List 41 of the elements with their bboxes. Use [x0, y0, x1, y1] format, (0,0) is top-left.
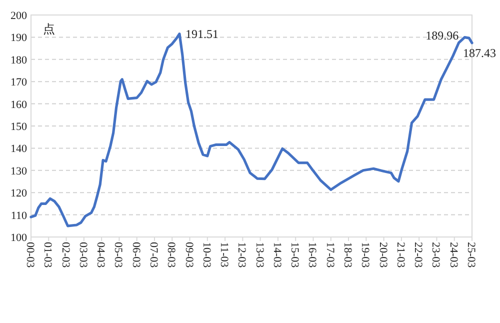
x-tick-label: 23-03: [430, 242, 442, 268]
y-tick-label: 170: [10, 76, 28, 89]
y-tick-label: 190: [10, 32, 28, 44]
y-tick-label: 140: [10, 143, 28, 156]
x-tick-label: 21-03: [394, 242, 406, 268]
x-tick-label: 00-03: [24, 242, 36, 268]
x-tick-label: 22-03: [412, 242, 424, 268]
y-tick-label: 120: [10, 188, 28, 200]
y-tick-label: 130: [10, 165, 28, 178]
x-tick-label: 19-03: [359, 242, 372, 268]
x-tick-label: 07-03: [147, 242, 160, 268]
y-tick-label: 180: [10, 54, 28, 66]
annotation: 191.51: [185, 26, 218, 41]
x-tick-label: 18-03: [342, 242, 354, 268]
annotation: 187.43: [463, 46, 496, 60]
x-tick-label: 14-03: [270, 242, 283, 268]
y-tick-label: 100: [10, 232, 28, 244]
x-tick-label: 01-03: [42, 242, 54, 268]
x-tick-label: 06-03: [130, 242, 142, 268]
x-tick-label: 10-03: [200, 242, 212, 268]
x-tick-label: 16-03: [306, 242, 318, 268]
x-tick-label: 25-03: [465, 242, 477, 268]
x-tick-label: 02-03: [59, 242, 72, 268]
x-tick-label: 11-03: [218, 242, 230, 268]
x-tick-label: 09-03: [182, 242, 195, 268]
y-tick-label: 200: [10, 10, 28, 22]
y-tick-label: 160: [10, 98, 28, 111]
x-tick-label: 13-03: [253, 242, 266, 268]
x-tick-label: 15-03: [288, 242, 301, 268]
x-tick-label: 20-03: [376, 242, 389, 268]
y-axis-title: 点: [43, 22, 55, 36]
x-tick-label: 04-03: [94, 242, 107, 268]
x-tick-label: 12-03: [236, 242, 248, 268]
y-tick-label: 150: [10, 121, 28, 133]
annotation: 189.96: [426, 28, 459, 42]
y-tick-label: 110: [10, 210, 28, 222]
x-tick-label: 08-03: [165, 242, 178, 268]
x-tick-label: 24-03: [447, 242, 460, 268]
x-tick-label: 03-03: [76, 242, 89, 268]
x-tick-label: 17-03: [324, 242, 336, 268]
x-tick-label: 05-03: [112, 242, 124, 268]
